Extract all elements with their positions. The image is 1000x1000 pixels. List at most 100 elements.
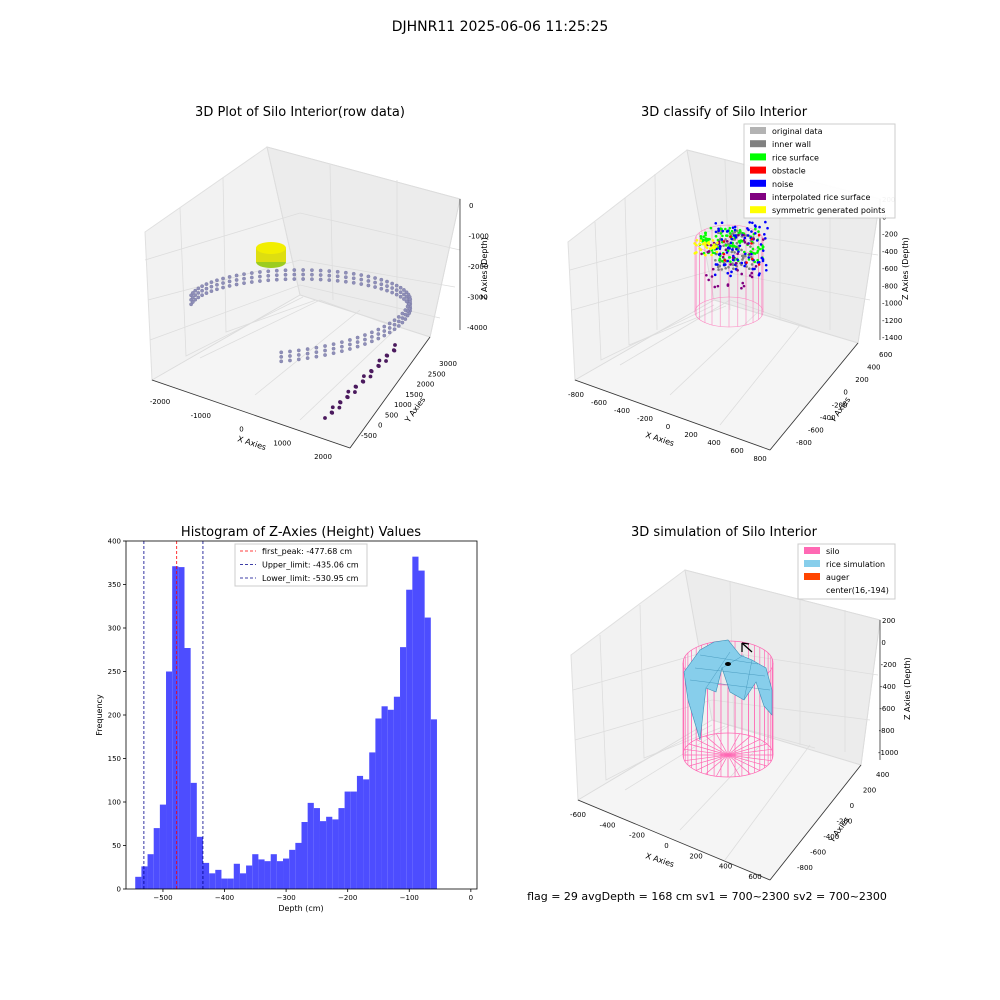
classify-point [750, 271, 754, 275]
raw-point [227, 279, 232, 284]
classify-point [721, 229, 725, 233]
hist-y-tick: 200 [108, 712, 121, 720]
raw-point [400, 320, 405, 325]
raw-point [385, 288, 389, 293]
raw-point [394, 292, 399, 297]
classify-y-tick: 600 [879, 351, 892, 359]
raw-point [370, 339, 374, 344]
hist-bar [375, 718, 382, 889]
classify-point [729, 260, 732, 263]
classify-point [736, 268, 739, 272]
classify-point [750, 230, 753, 233]
hist-bar [153, 828, 160, 889]
classify-point [717, 227, 720, 231]
raw-point [379, 286, 384, 291]
classify-point [718, 264, 722, 268]
hist-bar [289, 849, 296, 889]
hist-bar [172, 566, 179, 889]
hist-bar [141, 866, 148, 889]
raw-point [366, 274, 371, 279]
raw-point [288, 358, 292, 363]
panel-histogram: Histogram of Z-Axies (Height) Values −50… [95, 525, 478, 913]
raw-point [296, 353, 301, 357]
raw-point [301, 268, 305, 272]
classify-point [711, 267, 715, 271]
classify-point [714, 230, 718, 234]
classify-point [707, 278, 710, 282]
raw-point [379, 282, 384, 287]
classify-point [750, 275, 754, 279]
classify-point [758, 272, 761, 275]
sim-legend-label: center(16,-194) [826, 586, 889, 595]
classify-point [698, 242, 701, 246]
classify-point [731, 263, 735, 267]
raw-point [301, 277, 305, 281]
raw-y-tick: -500 [361, 432, 377, 440]
raw-point [385, 279, 389, 284]
classify-point [742, 284, 746, 288]
classify-y-tick: 200 [855, 376, 868, 384]
classify-x-tick: 800 [753, 455, 766, 463]
classify-point [738, 228, 742, 232]
raw-point [359, 277, 364, 282]
classify-point [749, 245, 752, 248]
classify-point [731, 248, 734, 251]
classify-point [725, 251, 729, 254]
hist-bar [178, 567, 185, 889]
raw-point [382, 333, 387, 338]
classify-point [718, 244, 722, 248]
panel-classify: 3D classify of Silo Interior -800 -600 -40… [567, 105, 910, 463]
raw-point [227, 284, 232, 288]
classify-legend-swatch [750, 166, 766, 174]
classify-legend-swatch [750, 193, 766, 200]
raw-point [387, 330, 392, 335]
raw-point [258, 279, 262, 283]
classify-point [754, 225, 757, 228]
classify-legend-label: interpolated rice surface [772, 193, 870, 202]
raw-point [396, 324, 401, 328]
hist-bar [190, 782, 197, 889]
classify-point [709, 226, 713, 230]
classify-point [747, 256, 751, 259]
hist-bar [350, 791, 357, 889]
classify-point [758, 247, 762, 251]
hist-title: Histogram of Z-Axies (Height) Values [181, 525, 421, 540]
classify-point [726, 246, 730, 250]
hist-bar [264, 861, 271, 889]
raw-point [373, 285, 377, 289]
raw-point [215, 278, 219, 283]
raw-point [348, 338, 352, 342]
hist-y-tick: 0 [117, 886, 121, 894]
classify-point [737, 233, 740, 237]
sim-title: 3D simulation of Silo Interior [631, 525, 818, 540]
classify-point [730, 229, 734, 233]
classify-point [704, 233, 707, 237]
classify-point [743, 264, 746, 268]
raw-y-tick: 2500 [428, 370, 446, 378]
hist-x-tick: −300 [276, 894, 295, 902]
classify-point [727, 265, 730, 269]
classify-point [703, 253, 707, 257]
figure-suptitle: DJHNR11 2025-06-06 11:25:25 [392, 19, 609, 35]
raw-point [363, 342, 367, 346]
sim-x-tick: -200 [629, 832, 645, 840]
hist-xlabel: Depth (cm) [278, 904, 323, 913]
raw-y-tick: 2000 [417, 381, 435, 389]
sim-rice-mesh [689, 651, 771, 701]
raw-point [296, 348, 301, 353]
raw-point [221, 281, 225, 285]
classify-point [725, 240, 729, 243]
raw-point [379, 277, 384, 282]
raw-point [376, 363, 381, 368]
raw-point [390, 290, 394, 295]
classify-point [713, 273, 717, 277]
hist-bar [209, 873, 216, 889]
classify-legend-label: inner wall [772, 140, 811, 149]
hist-legend-label: Lower_limit: -530.95 cm [262, 574, 359, 583]
sim-z-tick: -400 [880, 683, 896, 691]
raw-point [234, 278, 239, 282]
raw-point [335, 278, 340, 283]
classify-point [702, 251, 706, 255]
raw-point [292, 272, 297, 277]
classify-legend: original data inner wall rice surface obsta… [743, 123, 896, 219]
